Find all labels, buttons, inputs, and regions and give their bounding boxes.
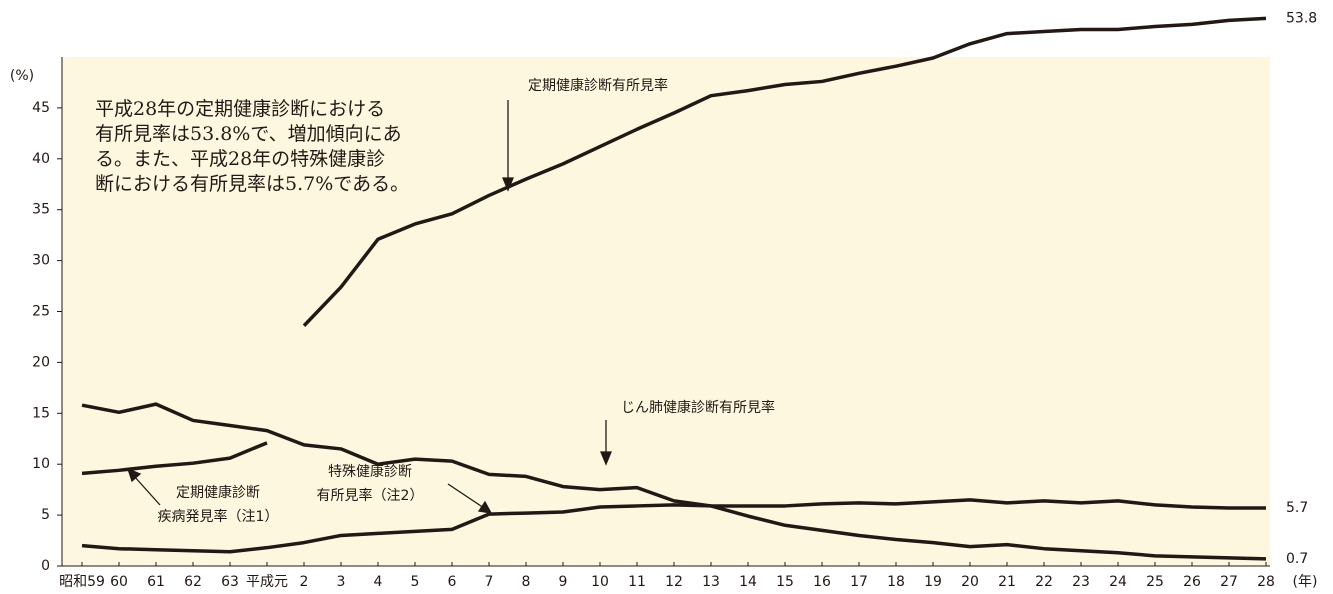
y-tick-label: 5 xyxy=(41,507,50,523)
x-tick-label: 17 xyxy=(850,574,868,590)
x-tick-label: 13 xyxy=(702,574,720,590)
y-tick-label: 40 xyxy=(32,151,50,167)
y-tick-label: 35 xyxy=(32,202,50,218)
arrow-head xyxy=(477,500,493,514)
arrows xyxy=(126,100,612,514)
x-tick-label: 20 xyxy=(961,574,979,590)
arrow-head xyxy=(502,177,514,192)
y-tick-label: 20 xyxy=(32,354,50,370)
x-tick-label: 61 xyxy=(147,574,165,590)
x-tick-label: 5 xyxy=(411,574,420,590)
x-tick-label: 11 xyxy=(628,574,646,590)
x-tick-label: 15 xyxy=(776,574,794,590)
x-tick-label: 26 xyxy=(1183,574,1201,590)
series-label: 定期健康診断有所見率 xyxy=(528,77,668,94)
y-tick-label: 45 xyxy=(32,100,50,116)
series-line xyxy=(81,402,1267,561)
series-line xyxy=(81,498,1266,554)
x-unit: (年) xyxy=(1293,574,1318,590)
x-tick-label: 12 xyxy=(665,574,683,590)
x-tick-label: 22 xyxy=(1035,574,1053,590)
x-tick-label: 19 xyxy=(924,574,942,590)
series-label: 有所見率（注2） xyxy=(317,487,424,504)
x-tick-label: 28 xyxy=(1257,574,1275,590)
x-tick-label: 4 xyxy=(374,574,383,590)
x-tick-label: 7 xyxy=(485,574,494,590)
end-value-label: 5.7 xyxy=(1286,500,1308,516)
series-label: じん肺健康診断有所見率 xyxy=(621,399,775,416)
arrow xyxy=(447,483,485,509)
x-tick-label: 9 xyxy=(559,574,568,590)
x-tick-label: 平成元 xyxy=(246,574,288,590)
series-line xyxy=(81,441,268,476)
x-tick-label: 10 xyxy=(591,574,609,590)
annotation: 有所見率は53.8%で、増加傾向にあ xyxy=(95,123,402,145)
x-tick-label: 昭和59 xyxy=(59,574,105,590)
x-tick-label: 21 xyxy=(998,574,1016,590)
y-tick-label: 15 xyxy=(32,405,50,421)
x-tick-label: 63 xyxy=(221,574,239,590)
x-tick-label: 14 xyxy=(739,574,757,590)
x-tick-label: 2 xyxy=(300,574,309,590)
x-tick-label: 60 xyxy=(110,574,128,590)
arrow-head xyxy=(126,467,142,483)
y-tick-label: 0 xyxy=(41,558,50,574)
x-tick-label: 27 xyxy=(1220,574,1238,590)
x-tick-label: 18 xyxy=(887,574,905,590)
y-tick-label: 25 xyxy=(32,304,50,320)
x-tick-label: 24 xyxy=(1109,574,1127,590)
x-tick-label: 6 xyxy=(448,574,457,590)
series-line xyxy=(302,16,1267,327)
series-label: 特殊健康診断 xyxy=(328,463,412,480)
series-label: 定期健康診断 xyxy=(176,484,260,501)
plot-area xyxy=(62,57,1270,566)
end-value-label: 53.8 xyxy=(1286,10,1317,26)
arrow-head xyxy=(600,451,612,466)
x-tick-label: 8 xyxy=(522,574,531,590)
annotation: 断における有所見率は5.7%である。 xyxy=(95,173,409,195)
x-tick-label: 23 xyxy=(1072,574,1090,590)
arrow xyxy=(133,475,161,506)
y-tick-label: 30 xyxy=(32,253,50,269)
series-label: 疾病発見率（注1） xyxy=(158,508,279,525)
y-tick-label: 10 xyxy=(32,456,50,472)
x-tick-label: 25 xyxy=(1146,574,1164,590)
x-tick-label: 62 xyxy=(184,574,202,590)
y-unit: (%) xyxy=(10,68,34,84)
x-tick-label: 16 xyxy=(813,574,831,590)
annotation: る。また、平成28年の特殊健康診 xyxy=(95,148,385,170)
x-tick-label: 3 xyxy=(337,574,346,590)
annotation: 平成28年の定期健康診断における xyxy=(95,98,385,120)
end-value-label: 0.7 xyxy=(1286,551,1308,567)
